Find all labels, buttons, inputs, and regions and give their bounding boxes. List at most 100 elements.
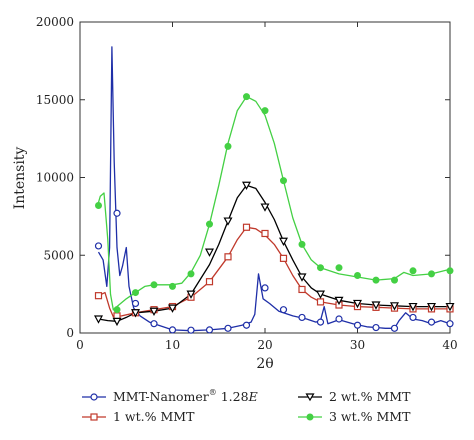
data-point-1wt	[205, 278, 214, 286]
data-point-nanomer	[427, 318, 436, 326]
data-point-3wt	[243, 93, 250, 101]
data-point-1wt	[261, 229, 269, 238]
data-point-nanomer	[224, 324, 232, 332]
data-point-3wt	[132, 289, 139, 297]
data-point-3wt	[113, 306, 121, 314]
legend-label-1wt: 1 wt.% MMT	[113, 409, 195, 424]
data-point-1wt	[224, 253, 232, 261]
legend-item-1wt: 1 wt.% MMT	[82, 409, 195, 424]
data-point-3wt	[428, 270, 435, 278]
data-point-2wt	[204, 248, 215, 257]
data-point-nanomer	[205, 326, 214, 334]
data-point-2wt	[186, 290, 196, 299]
legend-marker-nanomer	[90, 393, 98, 401]
data-point-2wt	[408, 302, 418, 312]
data-point-nanomer	[335, 315, 343, 323]
data-point-1wt	[94, 292, 103, 300]
data-point-2wt	[149, 307, 159, 316]
x-tick-label: 0	[76, 338, 84, 352]
series-markers	[93, 93, 455, 334]
data-point-3wt	[206, 220, 213, 228]
x-tick-label: 20	[257, 338, 272, 352]
x-tick-label: 40	[442, 338, 457, 352]
data-point-1wt	[242, 223, 251, 231]
data-point-3wt	[169, 282, 176, 290]
data-point-2wt	[130, 309, 141, 318]
y-axis-title: Intensity	[12, 147, 28, 210]
legend-label-3wt: 3 wt.% MMT	[329, 409, 411, 424]
data-point-2wt	[223, 217, 233, 226]
data-point-2wt	[352, 299, 363, 309]
data-point-2wt	[297, 273, 307, 282]
legend-item-3wt: 3 wt.% MMT	[298, 409, 411, 424]
data-point-3wt	[317, 264, 324, 272]
series-lines	[96, 46, 451, 332]
legend: MMT-Nanomer® 1.28E 1 wt.% MMT 2 wt.% MMT…	[82, 388, 411, 424]
x-axis-title: 2θ	[256, 356, 273, 372]
legend-marker-1wt	[90, 413, 98, 421]
legend-item-nanomer: MMT-Nanomer® 1.28E	[82, 388, 258, 404]
series-line-1wt	[98, 226, 450, 318]
y-tick-label: 0	[66, 326, 74, 340]
y-tick-label: 15000	[36, 93, 74, 107]
axis-ticks: 0 10 20 30 40 0 5000 10000 15000 20000	[36, 15, 458, 352]
data-point-nanomer	[446, 320, 454, 328]
data-point-nanomer	[187, 326, 195, 334]
x-tick-label: 30	[350, 338, 365, 352]
data-point-2wt	[426, 302, 437, 312]
data-point-nanomer	[353, 321, 362, 329]
data-point-2wt	[93, 315, 104, 324]
series-line-2wt	[98, 184, 450, 322]
data-point-1wt	[298, 285, 306, 294]
data-point-nanomer	[279, 306, 288, 314]
data-point-3wt	[280, 177, 287, 185]
data-point-nanomer	[94, 242, 103, 250]
data-point-2wt	[112, 317, 122, 327]
legend-marker-2wt	[305, 393, 315, 402]
data-point-nanomer	[113, 209, 121, 217]
y-tick-label: 5000	[43, 248, 74, 262]
data-point-3wt	[335, 264, 343, 272]
data-point-2wt	[278, 237, 289, 247]
data-point-nanomer	[298, 313, 306, 322]
data-point-nanomer	[150, 320, 158, 328]
data-point-1wt	[279, 254, 288, 262]
data-point-2wt	[371, 301, 381, 310]
data-point-nanomer	[131, 299, 140, 308]
data-point-3wt	[446, 267, 454, 275]
data-point-nanomer	[316, 318, 325, 326]
data-point-3wt	[298, 240, 306, 248]
legend-label-nanomer: MMT-Nanomer® 1.28E	[113, 388, 258, 404]
data-point-1wt	[316, 298, 325, 306]
data-point-2wt	[389, 302, 400, 311]
data-point-3wt	[187, 270, 195, 278]
legend-label-2wt: 2 wt.% MMT	[329, 389, 411, 404]
data-point-3wt	[372, 276, 380, 284]
y-tick-label: 20000	[36, 15, 74, 29]
data-point-2wt	[260, 203, 270, 212]
data-point-2wt	[334, 296, 344, 306]
series-line-nanomer	[97, 46, 451, 332]
data-point-3wt	[391, 276, 398, 284]
data-point-nanomer	[372, 323, 380, 332]
data-point-nanomer	[168, 326, 177, 334]
data-point-3wt	[409, 267, 417, 275]
data-point-nanomer	[409, 313, 417, 322]
data-point-3wt	[261, 107, 269, 115]
data-point-nanomer	[261, 284, 269, 292]
legend-marker-3wt	[306, 413, 314, 421]
data-point-2wt	[167, 304, 178, 313]
series-line-3wt	[96, 95, 451, 311]
data-point-3wt	[150, 281, 158, 289]
data-point-nanomer	[242, 321, 251, 329]
data-point-3wt	[95, 201, 102, 209]
x-tick-label: 10	[165, 338, 180, 352]
data-point-3wt	[354, 271, 361, 279]
legend-item-2wt: 2 wt.% MMT	[298, 389, 411, 404]
data-point-2wt	[241, 181, 252, 191]
data-point-3wt	[224, 142, 232, 150]
y-tick-label: 10000	[36, 171, 74, 185]
data-point-nanomer	[390, 324, 399, 332]
data-point-2wt	[315, 290, 326, 299]
